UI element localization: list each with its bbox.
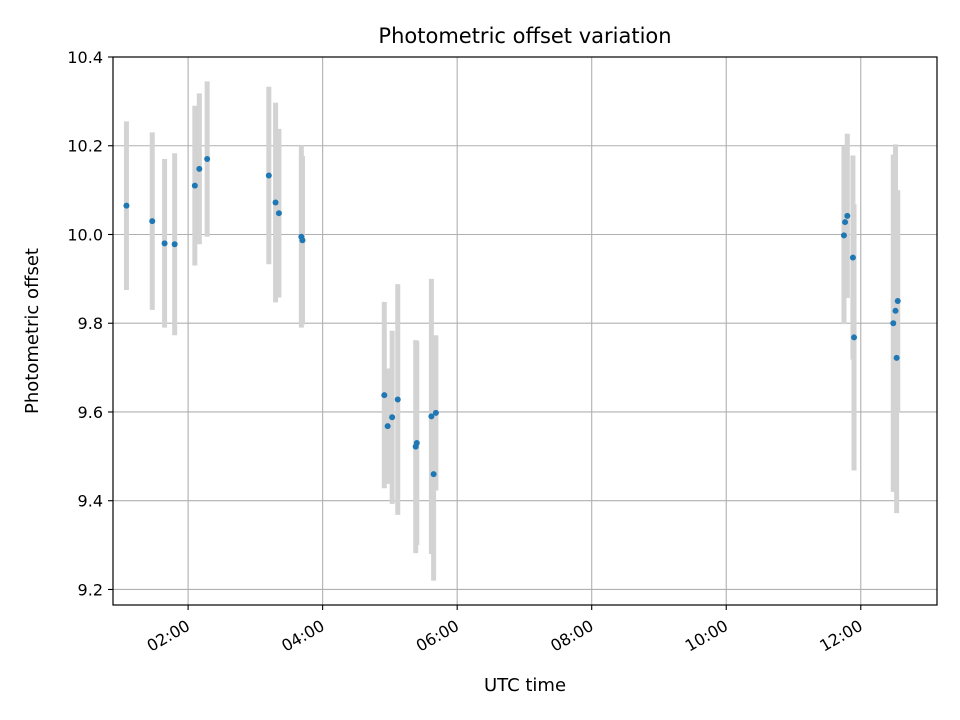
chart-title: Photometric offset variation bbox=[378, 24, 671, 48]
data-points bbox=[123, 156, 901, 478]
x-axis-label: UTC time bbox=[484, 675, 566, 696]
data-point bbox=[384, 423, 391, 430]
y-tick-label: 10.2 bbox=[67, 137, 103, 156]
y-tick-label: 10.4 bbox=[67, 48, 103, 67]
data-point bbox=[842, 219, 849, 226]
data-point bbox=[204, 156, 211, 163]
y-tick-label: 9.4 bbox=[78, 492, 103, 511]
y-tick-label: 10.0 bbox=[67, 225, 103, 244]
data-point bbox=[191, 182, 198, 189]
data-point bbox=[196, 165, 203, 172]
data-point bbox=[381, 392, 388, 399]
data-point bbox=[161, 240, 168, 247]
data-point bbox=[149, 218, 156, 225]
data-point bbox=[893, 354, 900, 361]
data-point bbox=[432, 409, 439, 416]
y-tick-label: 9.2 bbox=[78, 580, 103, 599]
y-axis-label: Photometric offset bbox=[22, 248, 43, 414]
data-point bbox=[894, 298, 901, 305]
data-point bbox=[851, 334, 858, 341]
data-point bbox=[844, 212, 851, 219]
data-point bbox=[840, 232, 847, 239]
data-point bbox=[389, 414, 396, 421]
data-point bbox=[890, 320, 897, 327]
data-point bbox=[272, 199, 279, 206]
y-tick-label: 9.8 bbox=[78, 314, 103, 333]
data-point bbox=[299, 237, 306, 244]
data-point bbox=[849, 254, 856, 261]
y-tick-label: 9.6 bbox=[78, 403, 103, 422]
data-point bbox=[394, 396, 401, 403]
data-point bbox=[413, 440, 420, 447]
data-point bbox=[430, 471, 437, 478]
plot-frame bbox=[112, 56, 938, 606]
data-point bbox=[892, 307, 899, 314]
data-point bbox=[123, 202, 130, 209]
data-point bbox=[265, 172, 272, 179]
data-point bbox=[428, 413, 435, 420]
data-point bbox=[275, 210, 282, 217]
data-point bbox=[171, 241, 178, 248]
y-axis-ticks: 9.2 9.4 9.6 9.8 10.0 10.2 10.4 bbox=[67, 48, 113, 599]
